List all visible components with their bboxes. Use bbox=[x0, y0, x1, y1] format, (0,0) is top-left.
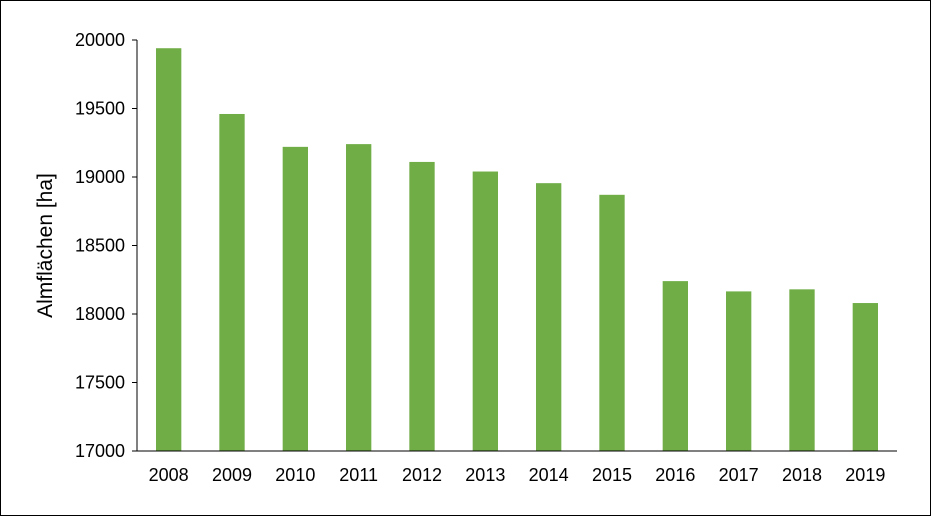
bar-2018 bbox=[789, 289, 815, 451]
y-tick-label: 17000 bbox=[75, 441, 125, 461]
x-tick-label: 2014 bbox=[529, 465, 569, 485]
y-tick-label: 18000 bbox=[75, 304, 125, 324]
y-tick-label: 19000 bbox=[75, 167, 125, 187]
bar-2015 bbox=[599, 194, 625, 451]
bar-2012 bbox=[409, 161, 435, 451]
x-tick-label: 2017 bbox=[719, 465, 759, 485]
bar-2011 bbox=[346, 144, 372, 451]
x-tick-label: 2009 bbox=[212, 465, 252, 485]
x-tick-label: 2016 bbox=[655, 465, 695, 485]
bar-2013 bbox=[472, 171, 498, 451]
bar-2016 bbox=[662, 281, 688, 451]
x-tick-label: 2015 bbox=[592, 465, 632, 485]
bar-2010 bbox=[282, 146, 308, 452]
x-tick-label: 2010 bbox=[275, 465, 315, 485]
x-tick-label: 2008 bbox=[149, 465, 189, 485]
y-tick-label: 18500 bbox=[75, 236, 125, 256]
y-tick-label: 17500 bbox=[75, 373, 125, 393]
y-tick-label: 20000 bbox=[75, 30, 125, 50]
bar-2014 bbox=[536, 183, 562, 452]
x-tick-label: 2011 bbox=[339, 465, 378, 485]
bar-2019 bbox=[852, 303, 878, 451]
y-axis-title: Almflächen [ha] bbox=[34, 173, 57, 318]
y-tick-label: 19500 bbox=[75, 99, 125, 119]
bar-2008 bbox=[156, 48, 182, 451]
x-tick-label: 2018 bbox=[782, 465, 822, 485]
x-tick-label: 2012 bbox=[402, 465, 442, 485]
x-axis-ticks: 2008 2009 2010 2011 2012 2013 2014 2015 2016 2017… bbox=[149, 465, 886, 485]
bar-2009 bbox=[219, 113, 245, 451]
bar-2017 bbox=[726, 291, 752, 451]
x-tick-label: 2013 bbox=[465, 465, 505, 485]
y-axis-ticks: 17000 17500 18000 18500 19000 19500 20000 bbox=[75, 30, 137, 461]
x-tick-label: 2019 bbox=[845, 465, 885, 485]
bar-series bbox=[156, 48, 878, 452]
